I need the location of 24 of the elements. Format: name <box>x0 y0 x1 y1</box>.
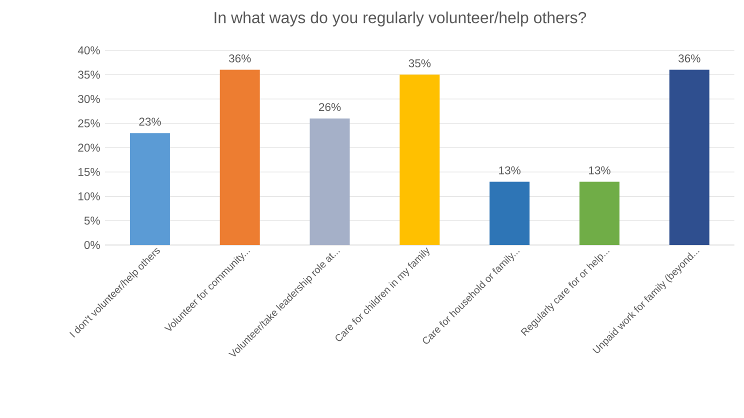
y-tick-label: 25% <box>78 119 100 128</box>
bar <box>400 74 440 245</box>
data-label: 26% <box>318 103 341 112</box>
y-tick-label: 15% <box>78 168 100 176</box>
data-label: 23% <box>139 118 161 126</box>
data-label: 35% <box>408 59 431 68</box>
bar <box>579 182 620 245</box>
data-label: 13% <box>499 166 521 174</box>
data-label: 13% <box>588 166 610 174</box>
y-tick-label: 30% <box>78 94 100 104</box>
y-tick-label: 0% <box>84 240 100 249</box>
y-tick-label: 10% <box>78 192 100 200</box>
bar <box>669 70 710 245</box>
bar <box>220 70 260 245</box>
bar <box>130 133 170 245</box>
bar <box>490 182 530 245</box>
y-tick-label: 5% <box>84 216 100 225</box>
y-tick-label: 20% <box>78 144 100 152</box>
y-tick-label: 35% <box>78 70 100 79</box>
data-label: 36% <box>678 54 700 62</box>
data-label: 36% <box>228 54 251 62</box>
y-tick-label: 40% <box>78 46 100 54</box>
chart-title: In what ways do you regularly volunteer/help others? <box>214 12 586 26</box>
bar <box>310 118 350 245</box>
